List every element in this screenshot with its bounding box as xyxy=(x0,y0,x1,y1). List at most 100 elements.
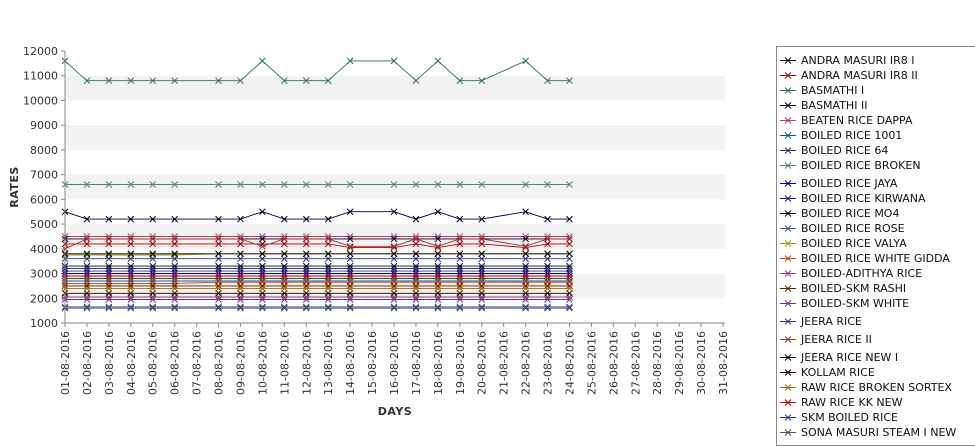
data-point xyxy=(522,262,529,270)
data-point xyxy=(302,285,310,292)
legend-label: BOILED RICE MO4 xyxy=(801,207,900,220)
data-point xyxy=(544,304,551,312)
data-point xyxy=(544,235,551,243)
legend-item: BOILED RICE VALYA xyxy=(777,236,907,251)
data-point xyxy=(83,250,91,258)
data-point xyxy=(149,280,157,287)
data-point xyxy=(259,235,266,243)
x-tick-label: 30-08-2016 xyxy=(695,331,708,395)
data-point xyxy=(105,262,113,270)
y-tick-label: 5000 xyxy=(30,218,58,231)
data-point xyxy=(456,270,464,277)
data-point xyxy=(171,280,179,287)
data-point xyxy=(390,282,398,290)
x-tick-label: 07-08-2016 xyxy=(191,331,204,395)
data-point xyxy=(456,303,464,311)
data-point xyxy=(149,250,157,258)
data-point xyxy=(324,215,332,223)
data-point xyxy=(346,296,354,303)
data-point xyxy=(280,303,288,311)
x-tick-label: 10-08-2016 xyxy=(256,331,269,395)
data-point xyxy=(83,303,91,311)
data-point xyxy=(390,303,398,311)
data-point xyxy=(324,181,332,188)
y-tick-label: 9000 xyxy=(30,119,58,132)
x-axis-title: DAYS xyxy=(378,405,412,418)
data-point xyxy=(522,255,529,263)
data-point xyxy=(522,242,529,250)
data-point xyxy=(280,215,288,223)
data-point xyxy=(215,255,222,263)
data-point xyxy=(105,303,113,311)
data-point xyxy=(390,265,398,272)
data-point xyxy=(566,250,573,258)
data-point xyxy=(171,282,179,290)
data-point xyxy=(237,296,244,303)
legend-label: JEERA RICE II xyxy=(801,333,872,346)
data-point xyxy=(522,289,529,297)
data-point xyxy=(83,255,91,263)
data-point xyxy=(149,303,157,311)
legend-label: ANDRA MASURI IR8 I xyxy=(801,54,915,67)
data-point xyxy=(324,77,332,85)
data-point xyxy=(215,262,222,270)
data-point xyxy=(434,265,442,272)
data-point xyxy=(259,181,266,188)
data-point xyxy=(105,181,113,188)
data-point xyxy=(346,282,354,290)
data-point xyxy=(171,255,179,263)
x-tick-label: 12-08-2016 xyxy=(300,331,313,395)
data-point xyxy=(105,285,113,292)
data-point xyxy=(566,255,573,263)
data-point xyxy=(324,270,332,277)
data-point xyxy=(566,303,573,311)
data-point xyxy=(544,240,551,248)
data-point xyxy=(324,303,332,311)
data-point xyxy=(302,181,310,188)
data-point xyxy=(215,250,222,258)
data-point xyxy=(215,265,222,272)
data-point xyxy=(566,77,573,85)
data-point xyxy=(105,235,113,243)
data-point xyxy=(215,77,222,85)
data-point xyxy=(259,265,266,272)
x-tick-label: 25-08-2016 xyxy=(585,331,598,395)
data-point xyxy=(412,296,420,303)
data-point xyxy=(434,255,442,263)
data-point xyxy=(390,57,398,65)
data-point xyxy=(302,235,310,243)
legend-marker-icon xyxy=(777,143,799,158)
data-point xyxy=(215,272,222,280)
x-tick-label: 17-08-2016 xyxy=(410,331,423,395)
data-point xyxy=(324,272,332,280)
data-point xyxy=(544,262,551,270)
data-point xyxy=(280,270,288,277)
legend-label: BOILED RICE WHITE GIDDA xyxy=(801,252,950,265)
legend-marker-icon xyxy=(777,266,799,281)
data-point xyxy=(280,272,288,280)
data-point xyxy=(346,270,354,277)
x-tick-label: 13-08-2016 xyxy=(322,331,335,395)
data-point xyxy=(127,235,135,243)
data-point xyxy=(478,282,486,290)
legend-label: BOILED RICE 64 xyxy=(801,144,889,157)
data-point xyxy=(237,250,244,258)
legend-item: BOILED RICE BROKEN xyxy=(777,158,921,173)
data-point xyxy=(127,262,135,270)
legend-label: JEERA RICE NEW I xyxy=(801,351,899,364)
data-point xyxy=(149,181,157,188)
data-point xyxy=(566,240,573,248)
data-point xyxy=(215,303,222,311)
data-point xyxy=(171,240,179,248)
data-point xyxy=(346,242,354,250)
data-point xyxy=(259,57,266,65)
legend-marker-icon xyxy=(777,176,799,191)
data-point xyxy=(280,235,288,243)
data-point xyxy=(434,277,442,285)
data-point xyxy=(566,265,573,272)
grid-band xyxy=(65,75,725,101)
data-point xyxy=(171,272,179,280)
legend-item: BOILED-SKM RASHI xyxy=(777,281,906,296)
data-point xyxy=(478,304,486,312)
data-point xyxy=(522,270,529,277)
